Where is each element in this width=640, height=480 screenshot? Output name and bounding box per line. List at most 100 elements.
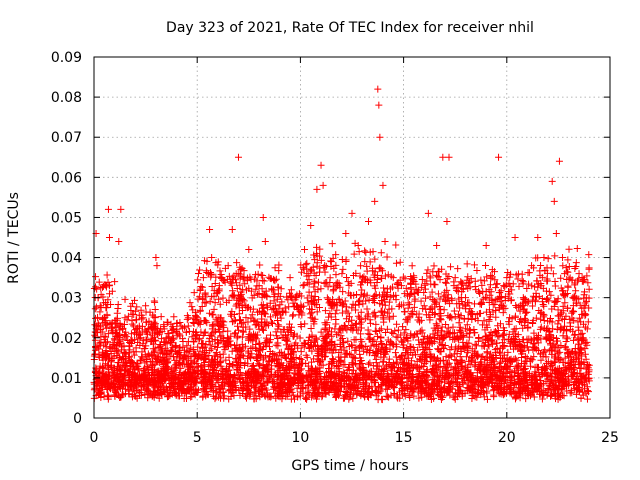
data-point — [319, 181, 327, 189]
data-point — [540, 254, 548, 262]
data-point — [194, 276, 202, 284]
data-point — [392, 333, 400, 341]
data-point — [259, 276, 267, 284]
data-point — [401, 275, 409, 283]
data-point — [538, 395, 546, 403]
data-point — [317, 285, 325, 293]
data-point — [480, 342, 488, 350]
data-point — [491, 268, 499, 276]
data-point — [186, 299, 194, 307]
data-point — [144, 350, 152, 358]
data-point — [95, 353, 103, 361]
data-point — [399, 323, 407, 331]
data-point — [581, 299, 589, 307]
data-point — [457, 327, 465, 335]
data-point — [297, 348, 305, 356]
data-point — [497, 358, 505, 366]
data-point — [219, 294, 227, 302]
data-point — [493, 280, 501, 288]
data-point — [584, 387, 592, 395]
data-point — [487, 350, 495, 358]
data-point — [316, 245, 324, 253]
data-point — [154, 353, 162, 361]
data-point — [470, 261, 478, 269]
data-point — [554, 320, 562, 328]
data-point — [495, 153, 503, 161]
data-point — [480, 277, 488, 285]
data-point — [112, 324, 120, 332]
data-point — [386, 315, 394, 323]
data-point — [269, 304, 277, 312]
data-point — [489, 301, 497, 309]
data-point — [454, 265, 462, 273]
data-point — [377, 333, 385, 341]
data-point — [245, 284, 253, 292]
data-point — [325, 299, 333, 307]
data-point — [554, 306, 562, 314]
data-point — [247, 314, 255, 322]
data-point — [141, 359, 149, 367]
data-point — [544, 255, 552, 263]
data-point — [245, 349, 253, 357]
data-point — [474, 337, 482, 345]
data-point — [268, 286, 276, 294]
data-point — [585, 251, 593, 259]
data-point — [482, 242, 490, 250]
data-point — [183, 342, 191, 350]
data-point — [200, 329, 208, 337]
data-point — [545, 288, 553, 296]
data-point — [133, 316, 141, 324]
data-point — [492, 280, 500, 288]
data-point — [375, 101, 383, 109]
data-point — [532, 314, 540, 322]
data-point — [137, 306, 145, 314]
data-point — [524, 269, 532, 277]
data-point — [235, 370, 243, 378]
data-point — [300, 281, 308, 289]
data-point — [233, 322, 241, 330]
data-point — [273, 317, 281, 325]
data-point — [424, 266, 432, 274]
data-point — [181, 323, 189, 331]
data-point — [397, 331, 405, 339]
data-point — [506, 389, 514, 397]
data-point — [503, 274, 511, 282]
data-point — [328, 240, 336, 248]
data-point — [396, 258, 404, 266]
data-point — [376, 326, 384, 334]
data-point — [399, 273, 407, 281]
data-point — [517, 319, 525, 327]
data-point — [544, 277, 552, 285]
data-point — [430, 280, 438, 288]
data-point — [499, 309, 507, 317]
data-point — [463, 321, 471, 329]
data-point — [363, 262, 371, 270]
data-point — [196, 266, 204, 274]
data-point — [315, 296, 323, 304]
data-point — [317, 161, 325, 169]
data-point — [534, 283, 542, 291]
data-point — [486, 281, 494, 289]
data-point — [499, 331, 507, 339]
data-point — [127, 330, 135, 338]
data-point — [407, 309, 415, 317]
data-point — [123, 316, 131, 324]
data-point — [241, 392, 249, 400]
data-point — [286, 274, 294, 282]
data-point — [456, 304, 464, 312]
data-point — [363, 305, 371, 313]
data-point — [376, 133, 384, 141]
data-point — [534, 234, 542, 241]
data-point — [141, 391, 149, 399]
data-point — [445, 153, 453, 161]
data-point — [135, 335, 143, 343]
data-point — [571, 264, 579, 272]
data-point — [160, 321, 168, 329]
data-point — [422, 294, 430, 302]
data-point — [371, 197, 379, 205]
data-point — [388, 328, 396, 336]
data-point — [258, 285, 266, 293]
data-point — [559, 332, 567, 340]
data-point — [351, 239, 359, 247]
data-point — [245, 246, 253, 254]
